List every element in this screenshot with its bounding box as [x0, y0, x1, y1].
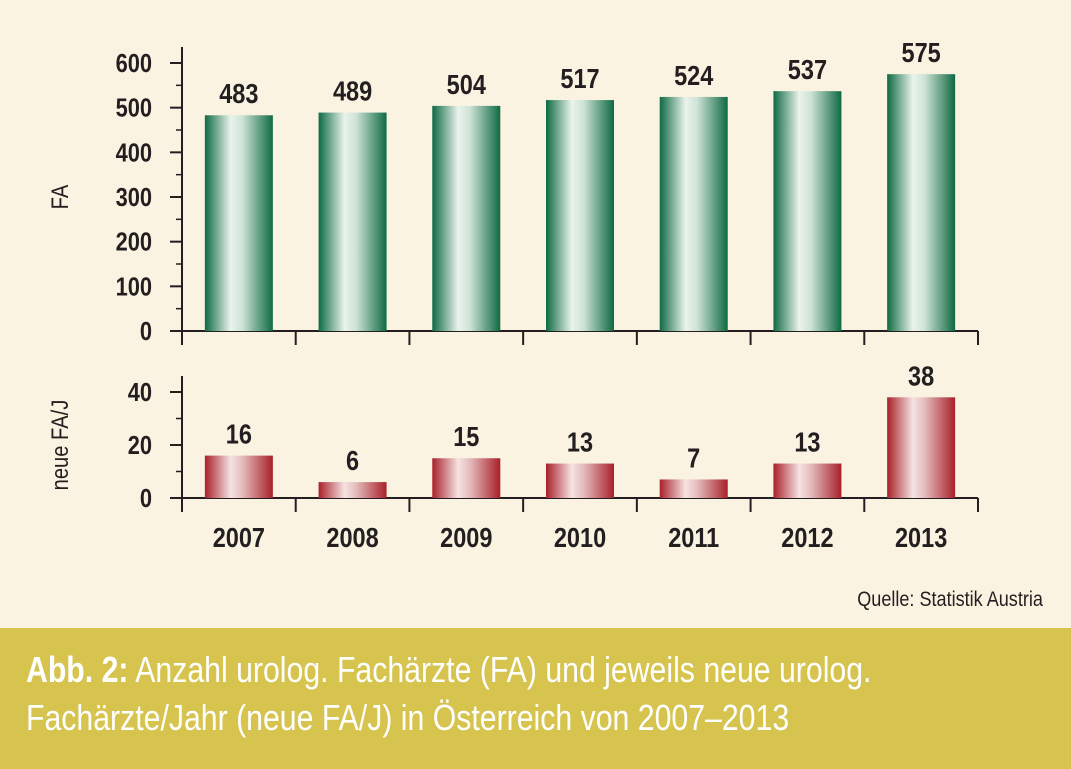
fa-data-label-2012: 537	[788, 55, 827, 85]
x-tick-label-2011: 2011	[668, 523, 719, 553]
fa-data-label-2007: 483	[219, 79, 258, 109]
neue-fa-bar-2007	[204, 455, 273, 498]
neue-fa-bar-2009	[432, 458, 501, 498]
neue-fa-data-label-2010: 13	[567, 428, 593, 458]
fa-y-tick-label: 400	[116, 139, 152, 168]
x-tick-label-2012: 2012	[781, 523, 833, 553]
x-tick-labels: 2007 2008 2009 2010 2011 2012 2013	[213, 523, 948, 553]
fa-bar-2007	[204, 115, 273, 331]
neue-fa-bar-2013	[887, 397, 956, 498]
fa-y-tick-label: 500	[116, 94, 152, 123]
fa-data-label-2011: 524	[674, 61, 714, 91]
fa-bar-2013	[887, 74, 956, 332]
caption-line-1: Abb. 2: Anzahl urolog. Fachärzte (FA) un…	[26, 646, 904, 694]
neue-fa-y-tick-label: 20	[128, 431, 152, 460]
fa-y-tick-label: 300	[116, 183, 152, 212]
x-tick-label-2010: 2010	[554, 523, 606, 553]
fa-bar-2011	[659, 96, 728, 332]
fa-y-axis-title: FA	[46, 184, 73, 209]
x-tick-label-2013: 2013	[895, 523, 947, 553]
neue-fa-y-axis-title: neue FA/J	[46, 400, 73, 491]
neue-fa-bar-2011	[659, 479, 728, 498]
bottom-chart-neue-fa: 0 20 40 16 6 15 13 7 13 38 neue FA/J	[46, 361, 979, 513]
neue-fa-data-label-2009: 15	[453, 422, 479, 452]
fa-bar-2008	[318, 112, 387, 331]
neue-fa-data-label-2011: 7	[687, 444, 700, 474]
caption-line-2: Fachärzte/Jahr (neue FA/J) in Österreich…	[26, 697, 790, 738]
fa-bar-2010	[546, 100, 614, 331]
neue-fa-data-label-2012: 13	[794, 428, 820, 458]
caption-text-1: Anzahl urolog. Fachärzte (FA) und jeweil…	[128, 649, 872, 690]
x-tick-label-2007: 2007	[213, 523, 265, 553]
x-tick-label-2009: 2009	[440, 523, 492, 553]
neue-fa-y-tick-label: 0	[140, 484, 152, 513]
fa-data-label-2010: 517	[560, 64, 599, 94]
fa-bar-2012	[773, 91, 842, 331]
neue-fa-bar-2010	[546, 463, 614, 498]
neue-fa-data-label-2013: 38	[908, 361, 934, 391]
neue-fa-bar-2008	[318, 482, 387, 498]
source-note: Quelle: Statistik Austria	[857, 588, 1043, 611]
figure-caption: Abb. 2: Anzahl urolog. Fachärzte (FA) un…	[0, 628, 1071, 769]
figure: 0 100 200 300 400 500 600 483 489 504 517 524 537 575…	[46, 38, 1043, 611]
fa-y-tick-label: 100	[116, 273, 152, 302]
neue-fa-data-label-2008: 6	[346, 446, 359, 476]
fa-y-tick-label: 600	[116, 49, 152, 78]
fa-data-label-2008: 489	[333, 77, 372, 107]
fa-data-label-2009: 504	[447, 70, 487, 100]
fa-y-tick-label: 0	[140, 317, 152, 346]
neue-fa-data-label-2007: 16	[226, 420, 252, 450]
neue-fa-y-tick-label: 40	[128, 378, 152, 407]
fa-data-label-2013: 575	[902, 38, 941, 68]
top-chart-fa: 0 100 200 300 400 500 600 483 489 504 517 524 537 575…	[46, 38, 979, 346]
x-tick-label-2008: 2008	[326, 523, 378, 553]
fa-bar-2009	[432, 105, 501, 331]
fa-y-tick-label: 200	[116, 228, 152, 257]
caption-prefix: Abb. 2:	[26, 649, 129, 690]
neue-fa-bar-2012	[773, 463, 842, 498]
